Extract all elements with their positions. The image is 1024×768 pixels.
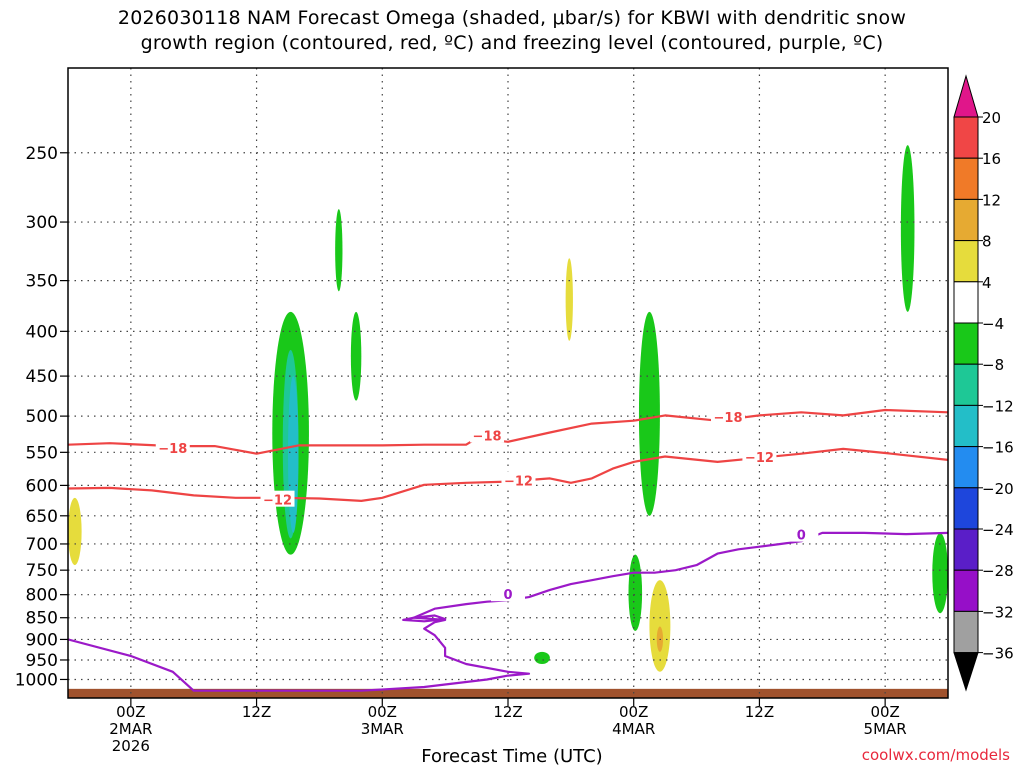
y-tick-label: 1000 — [15, 670, 58, 690]
omega-shaded-region — [68, 497, 82, 566]
colorbar-segment — [953, 322, 979, 365]
contour-label: 0 — [797, 529, 806, 544]
x-tick-label: 12Z — [242, 703, 271, 721]
y-tick-label: 450 — [26, 367, 58, 387]
y-tick-label: 600 — [26, 476, 58, 496]
colorbar-label: −4 — [982, 315, 1004, 333]
contour-label-bg — [784, 525, 819, 542]
colorbar-label: −16 — [982, 439, 1014, 457]
colorbar-label: 20 — [982, 109, 1001, 127]
colorbar-segment — [953, 240, 979, 283]
y-tick-label: 750 — [26, 561, 58, 581]
colorbar-segment — [953, 569, 979, 612]
colorbar-label: −8 — [982, 356, 1004, 374]
contour-label-bg — [501, 471, 536, 488]
omega-shaded-region — [534, 651, 550, 664]
y-tick-label: 500 — [26, 407, 58, 427]
colorbar-label: 8 — [982, 233, 992, 251]
y-tick-label: 900 — [26, 630, 58, 650]
chart-title: 2026030118 NAM Forecast Omega (shaded, μ… — [0, 6, 1024, 56]
colorbar-segment — [953, 157, 979, 200]
colorbar-segment — [953, 198, 979, 242]
y-tick-label: 550 — [26, 443, 58, 463]
contour-label: −18 — [473, 429, 502, 444]
colorbar-segment — [953, 610, 979, 654]
colorbar-label: −36 — [982, 645, 1014, 663]
chart-title-line-2: growth region (contoured, red, ºC) and f… — [140, 32, 884, 54]
y-tick-label: 650 — [26, 507, 58, 527]
omega-shaded-region — [335, 209, 343, 292]
y-tick-label: 950 — [26, 651, 58, 671]
contour-label-bg — [155, 439, 190, 456]
colorbar-label: −28 — [982, 562, 1014, 580]
omega-shaded-region — [350, 311, 362, 401]
x-tick-label: 00Z — [619, 703, 648, 721]
y-tick-label: 350 — [26, 272, 58, 292]
colorbar-bottom-arrow — [953, 652, 979, 692]
omega-shaded-region — [288, 376, 299, 533]
x-tick-label: 2MAR — [109, 720, 152, 738]
x-tick-label: 2026 — [112, 737, 150, 755]
omega-shaded-region — [628, 554, 643, 631]
freezing-level-contour — [402, 614, 447, 623]
x-tick-label: 00Z — [368, 703, 397, 721]
contour-label: −12 — [745, 451, 774, 466]
colorbar-segment — [953, 281, 979, 324]
y-tick-label: 850 — [26, 609, 58, 629]
colorbar-segment — [953, 404, 979, 448]
omega-shaded-region — [649, 580, 671, 672]
colorbar-label: −12 — [982, 397, 1014, 415]
colorbar-label: 16 — [982, 150, 1001, 168]
plot-area: −18 −18 −18 −12 −12 −12 0 0 — [68, 68, 948, 698]
plot-frame — [67, 67, 949, 699]
y-tick-label: 800 — [26, 586, 58, 606]
contour-label-bg — [742, 448, 777, 465]
contour-label: −12 — [504, 474, 533, 489]
omega-shaded-region — [932, 532, 948, 614]
contour-label: −18 — [158, 442, 187, 457]
colorbar-label: −32 — [982, 603, 1014, 621]
contour-label: −18 — [714, 411, 743, 426]
x-tick-label: 00Z — [870, 703, 899, 721]
colorbar-segment — [953, 446, 979, 489]
omega-shaded-region — [638, 311, 660, 516]
contour-label-bg — [491, 585, 525, 602]
contour-label: 0 — [503, 588, 512, 603]
contour-label-bg — [260, 490, 295, 507]
colorbar-segment — [953, 363, 979, 406]
contour-label-bg — [470, 426, 505, 443]
colorbar-label: −20 — [982, 480, 1014, 498]
site-credit-link[interactable]: coolwx.com/models — [861, 746, 1010, 764]
x-tick-label: 12Z — [493, 703, 522, 721]
contour-label: −12 — [263, 494, 292, 509]
chart-title-line-1: 2026030118 NAM Forecast Omega (shaded, μ… — [117, 7, 907, 29]
colorbar-label: 12 — [982, 191, 1001, 209]
y-tick-label: 300 — [26, 213, 58, 233]
colorbar-segment — [953, 487, 979, 530]
colorbar-segment — [953, 528, 979, 571]
x-tick-label: 3MAR — [361, 720, 404, 738]
freezing-level-contour — [68, 531, 948, 692]
x-tick-label: 4MAR — [612, 720, 655, 738]
omega-shaded-region — [565, 258, 573, 341]
x-tick-label: 00Z — [116, 703, 145, 721]
y-tick-label: 700 — [26, 535, 58, 555]
omega-shaded-region — [900, 145, 915, 312]
colorbar-label: −24 — [982, 521, 1014, 539]
x-tick-label: 12Z — [745, 703, 774, 721]
contour-label-bg — [711, 407, 745, 424]
colorbar-label: 4 — [982, 274, 992, 292]
colorbar-top-arrow — [953, 74, 979, 118]
y-tick-label: 250 — [26, 144, 58, 164]
x-axis-label: Forecast Time (UTC) — [421, 746, 603, 767]
x-tick-label: 5MAR — [864, 720, 907, 738]
colorbar-segment — [953, 116, 979, 159]
y-tick-label: 400 — [26, 322, 58, 342]
